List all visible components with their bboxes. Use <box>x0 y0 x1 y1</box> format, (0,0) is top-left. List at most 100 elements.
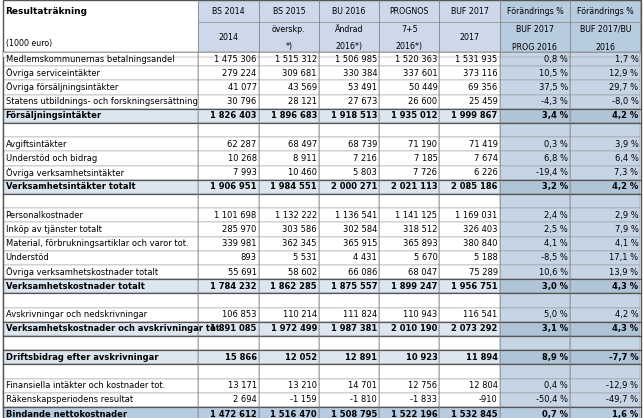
Text: 12 052: 12 052 <box>285 353 317 362</box>
Text: 1 896 683: 1 896 683 <box>271 112 317 120</box>
Bar <box>319 237 379 251</box>
Bar <box>500 293 570 308</box>
Text: 3,2 %: 3,2 % <box>542 182 568 191</box>
Bar <box>379 364 439 379</box>
Text: Försäljningsintäkter: Försäljningsintäkter <box>6 112 102 120</box>
Bar <box>570 393 640 407</box>
Bar <box>319 80 379 94</box>
Bar <box>319 151 379 166</box>
Bar <box>199 308 258 322</box>
Text: 1 899 247: 1 899 247 <box>391 282 437 291</box>
Bar <box>199 222 258 237</box>
Bar <box>199 208 258 222</box>
Text: BUF 2017: BUF 2017 <box>451 7 489 16</box>
Text: 326 403: 326 403 <box>463 225 498 234</box>
Text: 12 756: 12 756 <box>408 381 437 390</box>
Text: 7 993: 7 993 <box>233 168 257 177</box>
Bar <box>258 379 319 393</box>
Text: 10 923: 10 923 <box>406 353 437 362</box>
Bar <box>439 237 500 251</box>
Bar <box>199 52 258 56</box>
Bar <box>439 407 500 418</box>
Bar <box>439 94 500 109</box>
Bar <box>439 52 500 56</box>
Text: 1,7 %: 1,7 % <box>615 55 638 64</box>
Bar <box>500 194 570 208</box>
Bar <box>439 322 500 336</box>
Text: 12 891: 12 891 <box>345 353 377 362</box>
Bar <box>570 109 640 123</box>
Text: 339 981: 339 981 <box>222 239 257 248</box>
Text: 7 674: 7 674 <box>474 154 498 163</box>
Text: 10 268: 10 268 <box>228 154 257 163</box>
Text: 2014: 2014 <box>219 33 239 42</box>
Bar <box>199 166 258 180</box>
Bar <box>500 393 570 407</box>
Bar <box>258 208 319 222</box>
Text: 7 216: 7 216 <box>353 154 377 163</box>
Text: 4,3 %: 4,3 % <box>612 324 638 334</box>
Text: Understöd och bidrag: Understöd och bidrag <box>6 154 96 163</box>
Text: -4,3 %: -4,3 % <box>541 97 568 106</box>
Bar <box>319 0 379 52</box>
Bar <box>258 137 319 151</box>
Bar <box>439 137 500 151</box>
Text: 29,7 %: 29,7 % <box>610 83 638 92</box>
Text: -50,4 %: -50,4 % <box>536 395 568 404</box>
Text: 1 532 845: 1 532 845 <box>451 410 498 418</box>
Bar <box>439 308 500 322</box>
Bar <box>199 180 258 194</box>
Bar <box>570 80 640 94</box>
Bar <box>319 322 379 336</box>
Bar <box>258 0 319 52</box>
Text: 1 891 085: 1 891 085 <box>210 324 257 334</box>
Bar <box>379 379 439 393</box>
Text: 4,2 %: 4,2 % <box>615 310 638 319</box>
Bar <box>3 123 199 137</box>
Text: 1 826 403: 1 826 403 <box>210 112 257 120</box>
Bar <box>258 94 319 109</box>
Bar <box>439 180 500 194</box>
Text: BS 2014: BS 2014 <box>212 7 245 16</box>
Bar <box>319 123 379 137</box>
Bar <box>570 66 640 80</box>
Bar <box>379 336 439 350</box>
Bar <box>439 166 500 180</box>
Text: 7 726: 7 726 <box>413 168 437 177</box>
Bar <box>199 80 258 94</box>
Text: 1 522 196: 1 522 196 <box>391 410 437 418</box>
Text: -1 810: -1 810 <box>350 395 377 404</box>
Text: PROGNOS: PROGNOS <box>390 7 429 16</box>
Bar <box>570 237 640 251</box>
Text: 3,1 %: 3,1 % <box>542 324 568 334</box>
Bar <box>199 237 258 251</box>
Bar <box>439 379 500 393</box>
Text: Understöd: Understöd <box>6 253 50 263</box>
Text: 1 169 031: 1 169 031 <box>455 211 498 220</box>
Text: 7+5: 7+5 <box>401 25 418 34</box>
Text: 26 600: 26 600 <box>408 97 437 106</box>
Text: 1 875 557: 1 875 557 <box>331 282 377 291</box>
Text: 5 670: 5 670 <box>413 253 437 263</box>
Text: BU 2016: BU 2016 <box>332 7 366 16</box>
Text: 111 824: 111 824 <box>343 310 377 319</box>
Bar <box>319 336 379 350</box>
Bar <box>439 393 500 407</box>
Bar <box>258 52 319 66</box>
Bar <box>319 293 379 308</box>
Text: 1 956 751: 1 956 751 <box>451 282 498 291</box>
Bar <box>319 94 379 109</box>
Text: 1 531 935: 1 531 935 <box>455 55 498 64</box>
Text: -910: -910 <box>479 395 498 404</box>
Bar <box>379 265 439 279</box>
Text: 2 010 190: 2 010 190 <box>391 324 437 334</box>
Text: 1 515 312: 1 515 312 <box>275 55 317 64</box>
Text: 12 804: 12 804 <box>469 381 498 390</box>
Bar <box>258 52 319 56</box>
Text: 302 584: 302 584 <box>343 225 377 234</box>
Bar <box>500 350 570 364</box>
Bar <box>570 151 640 166</box>
Text: 5,0 %: 5,0 % <box>545 310 568 319</box>
Text: 62 287: 62 287 <box>228 140 257 149</box>
Bar <box>199 151 258 166</box>
